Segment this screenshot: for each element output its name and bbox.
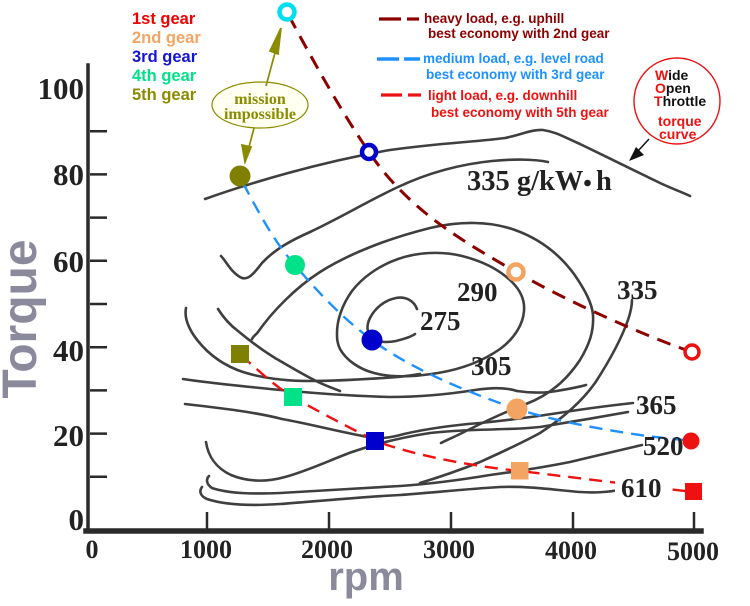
svg-text:curve: curve <box>659 126 697 142</box>
svg-text:5th gear: 5th gear <box>132 86 197 104</box>
svg-text:2nd gear: 2nd gear <box>132 29 201 47</box>
svg-text:4th gear: 4th gear <box>132 67 197 85</box>
svg-text:Torque: Torque <box>0 239 47 398</box>
svg-text:light load, e.g. downhill: light load, e.g. downhill <box>428 88 577 103</box>
svg-text:40: 40 <box>53 333 84 368</box>
svg-text:60: 60 <box>53 244 84 279</box>
svg-text:5000: 5000 <box>667 537 719 566</box>
svg-text:torque: torque <box>658 113 702 129</box>
svg-text:mission: mission <box>234 91 286 108</box>
svg-text:2000: 2000 <box>301 535 353 564</box>
svg-text:h: h <box>596 166 612 197</box>
svg-text:1st gear: 1st gear <box>132 10 196 28</box>
svg-text:best economy with 2nd gear: best economy with 2nd gear <box>428 26 610 41</box>
svg-text:best economy with 3rd gear: best economy with 3rd gear <box>426 67 605 82</box>
svg-text:80: 80 <box>53 157 84 192</box>
svg-text:305: 305 <box>471 351 512 381</box>
svg-text:Open: Open <box>655 80 691 96</box>
svg-text:290: 290 <box>457 277 498 307</box>
svg-text:heavy load, e.g. uphill: heavy load, e.g. uphill <box>424 11 564 26</box>
svg-text:impossible: impossible <box>224 106 296 123</box>
svg-text:best economy with 5th gear: best economy with 5th gear <box>431 105 610 120</box>
svg-text:1000: 1000 <box>180 535 232 564</box>
svg-text:Throttle: Throttle <box>654 93 706 109</box>
svg-text:20: 20 <box>53 418 84 453</box>
svg-text:275: 275 <box>420 306 461 336</box>
svg-text:3000: 3000 <box>423 535 475 564</box>
svg-text:0: 0 <box>86 535 99 564</box>
svg-text:0: 0 <box>69 502 85 537</box>
svg-text:335 g/kW: 335 g/kW <box>467 166 584 197</box>
svg-text:3rd gear: 3rd gear <box>132 48 198 66</box>
svg-text:365: 365 <box>636 390 677 420</box>
svg-text:610: 610 <box>621 473 662 503</box>
svg-text:Wide: Wide <box>655 67 689 83</box>
svg-text:100: 100 <box>38 71 85 106</box>
svg-text:4000: 4000 <box>545 536 597 565</box>
svg-text:medium load, e.g. level road: medium load, e.g. level road <box>423 51 604 66</box>
svg-text:rpm: rpm <box>328 555 404 599</box>
svg-text:520: 520 <box>643 431 684 461</box>
svg-text:335: 335 <box>617 275 658 305</box>
